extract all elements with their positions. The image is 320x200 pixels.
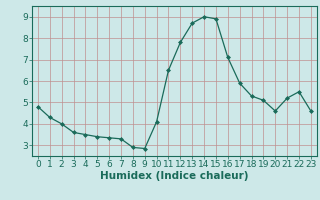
X-axis label: Humidex (Indice chaleur): Humidex (Indice chaleur) xyxy=(100,171,249,181)
